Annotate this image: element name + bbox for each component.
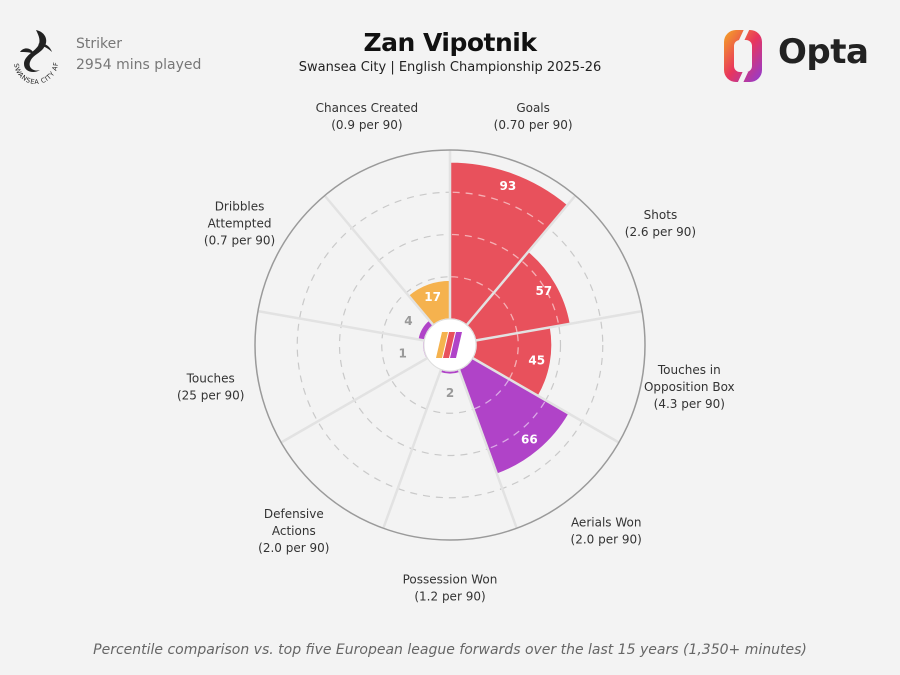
- outer-ring: [254, 149, 646, 541]
- spoke-line: [257, 309, 425, 342]
- spoke-line: [465, 194, 577, 326]
- category-label-6: Touches (25 per 90): [177, 372, 244, 403]
- value-label-2: 45: [528, 353, 545, 367]
- spoke-line: [457, 369, 518, 529]
- category-label-line: Opposition Box: [644, 380, 735, 394]
- category-label-8: Chances Created (0.9 per 90): [316, 101, 418, 132]
- category-label-line: Defensive: [264, 507, 324, 521]
- value-label-1: 57: [535, 284, 552, 298]
- category-label-line: Attempted: [208, 217, 272, 231]
- opta-mark-icon: [724, 25, 762, 87]
- spoke-line: [471, 356, 620, 444]
- category-label-line: Shots: [644, 208, 678, 222]
- opta-wordmark: Opta: [778, 32, 869, 72]
- category-label-line: (2.0 per 90): [571, 533, 642, 547]
- category-label-3: Aerials Won (2.0 per 90): [571, 516, 642, 547]
- bar-gridline: [494, 293, 518, 333]
- chart-header: Zan Vipotnik Swansea City | English Cham…: [0, 28, 900, 75]
- footer-note: Percentile comparison vs. top five Europ…: [93, 642, 807, 658]
- category-label-2: Touches in Opposition Box (4.3 per 90): [644, 363, 735, 411]
- category-label-line: (0.7 per 90): [204, 234, 275, 248]
- category-label-line: Dribbles: [215, 200, 265, 214]
- player-minutes: 2954 mins played: [76, 57, 202, 73]
- category-label-line: (25 per 90): [177, 389, 244, 403]
- category-label-line: Goals: [516, 101, 550, 115]
- bar-gridline: [489, 401, 546, 449]
- player-position: Striker: [76, 36, 122, 52]
- swansea-city-logo: SWANSEA CITY AFC: [6, 24, 60, 84]
- spoke-line: [323, 194, 435, 326]
- value-label-6: 1: [399, 346, 407, 360]
- center-mark-stripe: [443, 332, 455, 358]
- chart-title: Zan Vipotnik: [363, 28, 538, 57]
- bar-gridline: [452, 191, 547, 227]
- bar-gridline: [474, 379, 510, 410]
- chart-subtitle: Swansea City | English Championship 2025…: [298, 60, 602, 75]
- value-label-7: 4: [404, 314, 412, 328]
- category-label-7: Dribbles Attempted (0.7 per 90): [204, 200, 275, 248]
- spoke-line: [475, 309, 643, 342]
- category-label-line: (2.0 per 90): [258, 541, 329, 555]
- center-mark-stripe: [436, 332, 448, 358]
- bar-gridline: [522, 261, 560, 325]
- value-label-3: 66: [521, 433, 538, 447]
- spoke-line: [280, 356, 429, 444]
- value-label-4: 2: [446, 386, 454, 400]
- category-label-0: Goals (0.70 per 90): [494, 101, 573, 132]
- value-label-0: 93: [500, 179, 517, 193]
- category-label-line: Possession Won: [403, 573, 498, 587]
- bar-gridline: [451, 276, 494, 293]
- category-label-line: (0.70 per 90): [494, 118, 573, 132]
- category-label-4: Possession Won (1.2 per 90): [403, 573, 498, 604]
- category-label-line: (4.3 per 90): [654, 397, 725, 411]
- category-label-line: Aerials Won: [571, 516, 642, 530]
- spoke-line: [382, 369, 443, 529]
- player-info: Striker 2954 mins played: [76, 34, 201, 76]
- category-label-line: Touches in: [657, 363, 721, 377]
- category-label-line: Chances Created: [316, 101, 418, 115]
- category-label-line: (0.9 per 90): [331, 118, 402, 132]
- bar-gridline: [451, 233, 520, 260]
- opta-logo: Opta: [720, 25, 870, 88]
- bar-gridline: [509, 334, 519, 379]
- value-label-8: 17: [424, 290, 441, 304]
- category-label-line: (1.2 per 90): [414, 590, 485, 604]
- category-label-line: Actions: [272, 524, 316, 538]
- category-label-1: Shots (2.6 per 90): [625, 208, 696, 239]
- category-label-line: Touches: [186, 372, 235, 386]
- category-label-line: (2.6 per 90): [625, 225, 696, 239]
- category-label-5: Defensive Actions (2.0 per 90): [258, 507, 329, 555]
- center-mark-stripe: [450, 332, 462, 358]
